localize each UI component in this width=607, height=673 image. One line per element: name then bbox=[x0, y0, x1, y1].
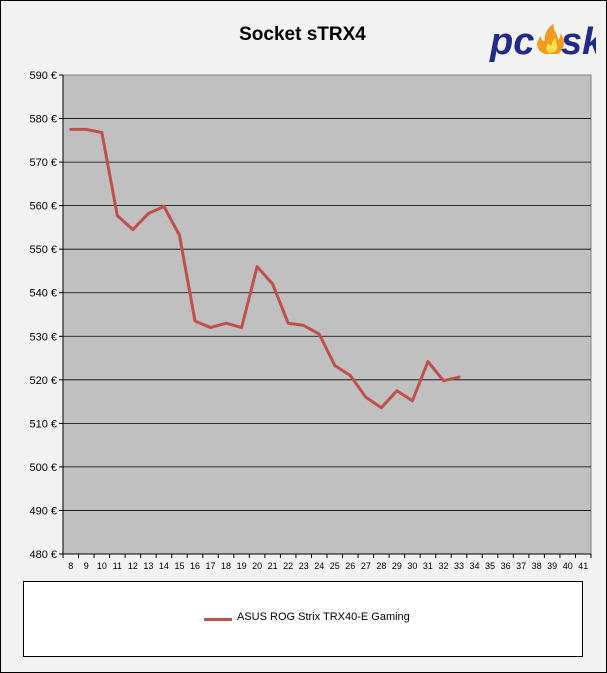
x-tick-label: 38 bbox=[532, 561, 542, 571]
legend-label: ASUS ROG Strix TRX40-E Gaming bbox=[237, 611, 410, 623]
x-tick-label: 27 bbox=[361, 561, 371, 571]
y-tick-label: 530 € bbox=[29, 331, 57, 343]
x-tick-label: 20 bbox=[252, 561, 262, 571]
x-tick-label: 29 bbox=[392, 561, 402, 571]
y-tick-label: 560 € bbox=[29, 201, 57, 213]
x-tick-label: 9 bbox=[84, 561, 89, 571]
pcosk-logo: pc sk bbox=[489, 21, 596, 62]
x-tick-label: 13 bbox=[143, 561, 153, 571]
x-tick-label: 11 bbox=[113, 561, 122, 571]
legend: ASUS ROG Strix TRX40-E Gaming bbox=[23, 581, 583, 657]
y-tick-label: 570 € bbox=[29, 157, 57, 169]
x-tick-label: 40 bbox=[563, 561, 573, 571]
plot-area bbox=[62, 74, 592, 555]
x-tick-label: 10 bbox=[97, 561, 107, 571]
x-tick-label: 32 bbox=[438, 561, 448, 571]
x-tick-label: 12 bbox=[128, 561, 138, 571]
y-tick-label: 510 € bbox=[29, 418, 57, 430]
y-tick-label: 540 € bbox=[29, 288, 57, 300]
x-tick-label: 26 bbox=[345, 561, 355, 571]
series-line bbox=[69, 127, 461, 410]
y-tick-label: 500 € bbox=[29, 462, 57, 474]
y-tick-label: 480 € bbox=[29, 549, 57, 561]
x-tick-label: 19 bbox=[237, 561, 247, 571]
y-tick-label: 550 € bbox=[29, 244, 57, 256]
y-tick-label: 580 € bbox=[29, 114, 57, 126]
chart-title: Socket sTRX4 bbox=[239, 24, 366, 45]
x-tick-label: 23 bbox=[299, 561, 309, 571]
x-tick-label: 16 bbox=[190, 561, 200, 571]
x-tick-label: 28 bbox=[376, 561, 386, 571]
x-tick-label: 31 bbox=[423, 561, 433, 571]
x-tick-label: 21 bbox=[268, 561, 278, 571]
x-tick-label: 22 bbox=[283, 561, 293, 571]
x-tick-label: 8 bbox=[68, 561, 73, 571]
x-tick-label: 37 bbox=[516, 561, 526, 571]
svg-text:sk: sk bbox=[561, 21, 596, 62]
x-tick-label: 25 bbox=[330, 561, 340, 571]
x-tick-label: 14 bbox=[159, 561, 169, 571]
y-tick-label: 520 € bbox=[29, 375, 57, 387]
x-tick-label: 41 bbox=[578, 561, 588, 571]
x-tick-label: 15 bbox=[174, 561, 184, 571]
y-tick-label: 590 € bbox=[29, 70, 57, 82]
x-tick-label: 24 bbox=[314, 561, 324, 571]
x-tick-label: 17 bbox=[206, 561, 216, 571]
x-tick-label: 18 bbox=[221, 561, 231, 571]
y-tick-label: 490 € bbox=[29, 505, 57, 517]
x-tick-label: 33 bbox=[454, 561, 464, 571]
legend-swatch bbox=[204, 618, 232, 621]
x-tick-label: 34 bbox=[470, 561, 480, 571]
x-tick-label: 39 bbox=[547, 561, 557, 571]
x-tick-label: 30 bbox=[407, 561, 417, 571]
svg-text:pc: pc bbox=[489, 21, 534, 62]
x-tick-label: 36 bbox=[501, 561, 511, 571]
x-tick-label: 35 bbox=[485, 561, 495, 571]
